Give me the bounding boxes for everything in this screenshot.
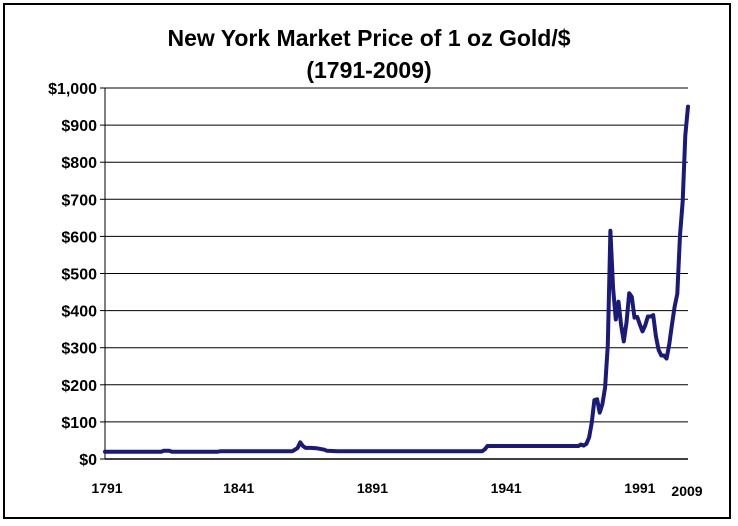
chart-subtitle-line: (1791-2009) bbox=[306, 57, 432, 83]
x-axis-ticks: 1791 1841 1891 1941 1991 2009 bbox=[91, 480, 702, 499]
y-tick-label: $600 bbox=[61, 229, 97, 246]
y-axis-ticks: $0 $100 $200 $300 $400 $500 $600 $700 $800 $900 $1… bbox=[48, 81, 105, 469]
x-tick-label: 1941 bbox=[491, 480, 522, 496]
chart-title: New York Market Price of 1 oz Gold/$ (17… bbox=[0, 22, 738, 86]
chart-title-line: New York Market Price of 1 oz Gold/$ bbox=[167, 25, 571, 51]
series-group bbox=[103, 104, 690, 454]
y-tick-label: $700 bbox=[61, 192, 97, 209]
y-tick-label: $0 bbox=[79, 452, 97, 469]
y-tick-label: $200 bbox=[61, 378, 97, 395]
x-tick-label: 1791 bbox=[91, 480, 122, 496]
x-tick-label: 1841 bbox=[223, 480, 254, 496]
series-line-gold-price bbox=[103, 104, 690, 454]
y-tick-label: $900 bbox=[61, 118, 97, 135]
grid-lines bbox=[105, 87, 688, 423]
x-tick-label: 1991 bbox=[624, 480, 655, 496]
x-tick-label: 1891 bbox=[357, 480, 388, 496]
y-tick-label: $100 bbox=[61, 415, 97, 432]
x-tick-label: 2009 bbox=[671, 483, 702, 499]
y-tick-label: $800 bbox=[61, 155, 97, 172]
y-tick-label: $300 bbox=[61, 341, 97, 358]
y-tick-label: $400 bbox=[61, 304, 97, 321]
y-tick-label: $500 bbox=[61, 267, 97, 284]
y-tick-label: $1,000 bbox=[48, 81, 97, 98]
